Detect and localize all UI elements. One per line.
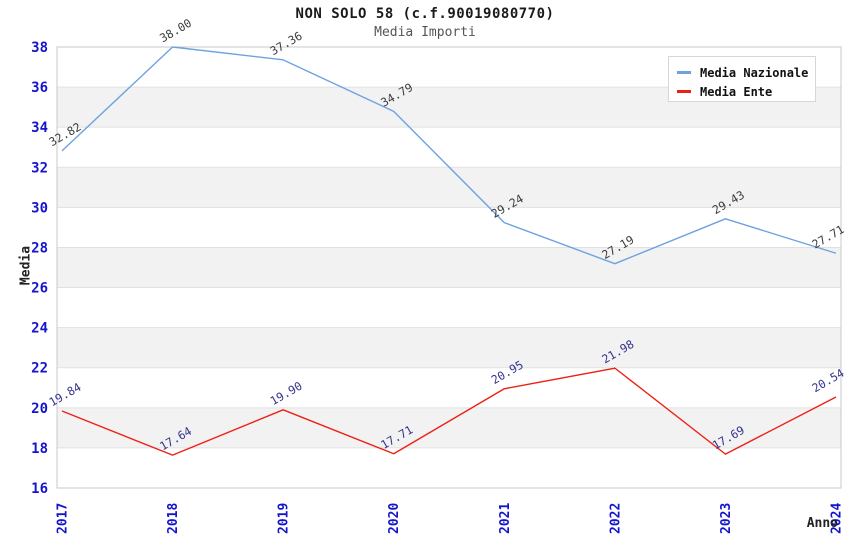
legend-line-red-icon bbox=[677, 90, 691, 93]
legend-label-media-nazionale: Media Nazionale bbox=[700, 65, 809, 80]
y-tick-label: 28 bbox=[31, 240, 48, 256]
x-axis-title: Anno bbox=[806, 516, 838, 531]
plot-band bbox=[57, 167, 841, 208]
legend-label-media-ente: Media Ente bbox=[700, 84, 773, 99]
y-tick-label: 18 bbox=[31, 441, 48, 457]
chart-subtitle: Media Importi bbox=[374, 25, 476, 40]
chart-title: NON SOLO 58 (c.f.90019080770) bbox=[295, 6, 555, 22]
y-tick-label: 16 bbox=[31, 481, 48, 497]
y-tick-label: 34 bbox=[31, 120, 48, 136]
y-tick-label: 36 bbox=[31, 80, 48, 96]
y-tick-label: 26 bbox=[31, 281, 48, 297]
x-tick-label: 2024 bbox=[830, 503, 845, 534]
plot-border bbox=[56, 46, 842, 489]
data-label: 19.90 bbox=[268, 379, 305, 408]
series-line-1 bbox=[61, 367, 837, 456]
x-tick-label: 2020 bbox=[387, 503, 402, 534]
legend: Media Nazionale Media Ente bbox=[668, 56, 816, 102]
data-label: 37.36 bbox=[268, 29, 305, 58]
plot-band bbox=[57, 407, 841, 448]
y-tick-label: 24 bbox=[31, 321, 48, 337]
y-tick-label: 32 bbox=[31, 160, 48, 176]
y-axis-title: Media bbox=[18, 245, 34, 286]
plot-band bbox=[57, 327, 841, 368]
series-line-0 bbox=[61, 46, 837, 265]
x-tick-label: 2022 bbox=[608, 503, 623, 534]
y-tick-label: 20 bbox=[31, 401, 48, 417]
legend-item-media-ente: Media Ente bbox=[677, 82, 815, 101]
y-tick-label: 38 bbox=[31, 40, 48, 56]
x-tick-label: 2018 bbox=[166, 503, 181, 534]
legend-line-blue-icon bbox=[677, 71, 691, 74]
x-tick-label: 2023 bbox=[719, 503, 734, 534]
x-tick-label: 2021 bbox=[498, 503, 513, 534]
x-tick-label: 2017 bbox=[56, 503, 71, 534]
y-tick-label: 22 bbox=[31, 361, 48, 377]
data-label: 38.00 bbox=[157, 16, 194, 45]
data-label: 19.84 bbox=[47, 380, 84, 409]
x-tick-label: 2019 bbox=[277, 503, 292, 534]
plot-band bbox=[57, 247, 841, 288]
legend-item-media-nazionale: Media Nazionale bbox=[677, 63, 815, 82]
y-tick-label: 30 bbox=[31, 200, 48, 216]
